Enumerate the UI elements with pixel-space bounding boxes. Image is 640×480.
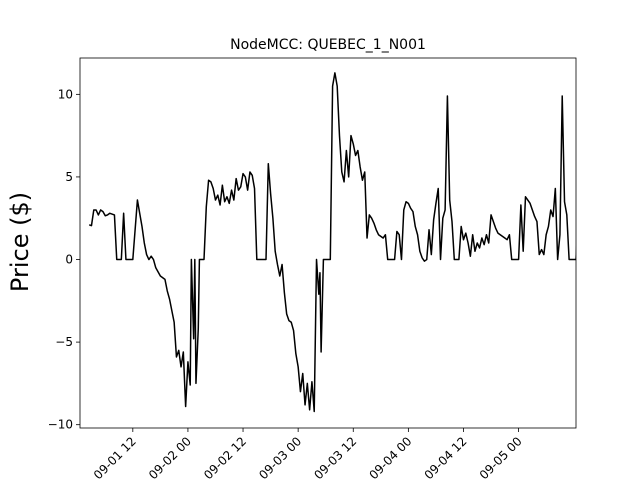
x-tick-label: 09-03 12 <box>311 434 359 480</box>
x-axis: 09-01 12 09-02 00 09-02 12 09-03 00 09-03 12… <box>91 428 525 480</box>
x-tick-label: 09-02 12 <box>201 434 249 480</box>
y-tick-label: 0 <box>65 253 73 267</box>
y-tick-label: 5 <box>65 170 73 184</box>
x-tick-label: 09-03 00 <box>256 434 304 480</box>
x-tick-label: 09-01 12 <box>91 434 139 480</box>
y-tick-label: −5 <box>55 335 73 349</box>
plot-area-frame <box>79 57 577 429</box>
x-tick-label: 09-02 00 <box>146 434 194 480</box>
x-tick-label: 09-04 00 <box>366 434 414 480</box>
x-tick-label: 09-04 12 <box>422 434 470 480</box>
y-axis-label: Price ($) <box>6 192 34 292</box>
y-axis: −10 −5 0 5 10 <box>48 87 80 432</box>
y-tick-label: 10 <box>58 87 73 101</box>
chart-title: NodeMCC: QUEBEC_1_N001 <box>230 37 426 53</box>
series-line-price <box>88 72 576 413</box>
y-tick-label: −10 <box>48 418 73 432</box>
x-tick-label: 09-05 00 <box>477 434 525 480</box>
